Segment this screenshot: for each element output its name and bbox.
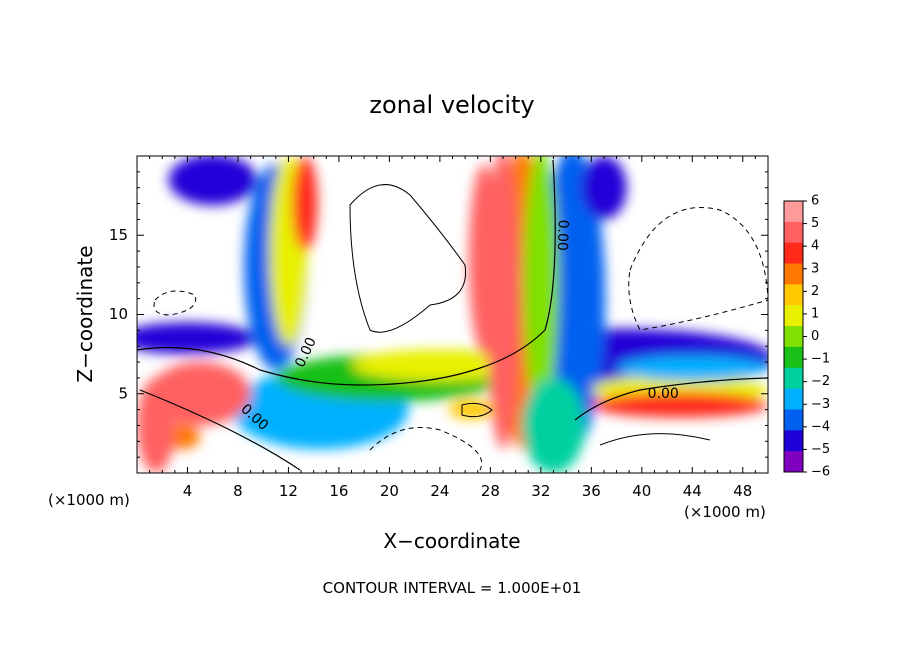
contour-zero-right <box>574 377 768 421</box>
colorbar-label: 6 <box>811 194 819 209</box>
contour-zero-bottom-right <box>599 433 711 446</box>
velocity-region-20 <box>468 163 500 355</box>
x-tick-label: 4 <box>183 482 193 500</box>
colorbar-segment <box>784 346 803 369</box>
velocity-field <box>137 156 768 473</box>
x-tick-label: 28 <box>481 482 500 500</box>
contour-lines <box>137 159 768 471</box>
contour-label-3: 0.00 <box>648 386 679 402</box>
contour-zero-bottom-dashed <box>369 427 482 471</box>
y-axis-label: Z−coordinate <box>73 245 97 382</box>
velocity-region-7 <box>351 349 529 382</box>
colorbar-segment <box>784 221 803 244</box>
y-tick-label: 15 <box>109 226 128 244</box>
velocity-region-12 <box>521 377 586 473</box>
colorbar-label: −2 <box>811 374 830 389</box>
colorbar-label: −4 <box>811 419 830 434</box>
contour-zero-main <box>137 159 556 386</box>
x-unit-left: (×1000 m) <box>48 491 130 509</box>
colorbar-segment <box>784 326 803 348</box>
x-tick-label: 16 <box>329 482 348 500</box>
colorbar-label: 2 <box>811 284 819 299</box>
x-tick-label: 12 <box>279 482 298 500</box>
x-tick-label: 24 <box>430 482 449 500</box>
colorbar-label: −3 <box>811 397 830 412</box>
x-tick-label: 20 <box>380 482 399 500</box>
colorbar-label: −5 <box>811 442 830 457</box>
x-axis-label: X−coordinate <box>383 529 520 553</box>
x-tick-label: 44 <box>683 482 702 500</box>
colorbar-segment <box>784 451 803 473</box>
velocity-region-15 <box>149 362 251 426</box>
x-tick-label: 48 <box>733 482 752 500</box>
colorbar-segment <box>784 201 803 223</box>
colorbar-segment <box>784 284 803 306</box>
colorbar-segment <box>784 242 803 265</box>
colorbar-segment <box>784 430 803 452</box>
contour-zero-left <box>139 389 301 471</box>
x-tick-label: 36 <box>582 482 601 500</box>
velocity-region-22 <box>616 355 768 382</box>
colorbar-segment <box>784 409 803 431</box>
velocity-region-14 <box>591 392 768 418</box>
velocity-region-19 <box>292 156 318 252</box>
colorbar-label: 0 <box>811 329 819 344</box>
colorbar-segment <box>784 263 803 285</box>
x-tick-label: 32 <box>531 482 550 500</box>
plot-area: 0.000.000.000.00 4 8 12 16 20 24 28 32 36 40 44 48 … <box>109 155 769 500</box>
velocity-region-21 <box>581 156 627 220</box>
colorbar-segment <box>784 367 803 390</box>
colorbar-label: 1 <box>811 306 819 321</box>
y-tick-label: 5 <box>118 384 128 402</box>
colorbar-segment <box>784 305 803 327</box>
velocity-region-11 <box>523 156 559 418</box>
contour-label-0: 0.00 <box>554 219 571 251</box>
colorbar-label: −1 <box>811 352 830 367</box>
velocity-region-2 <box>137 322 257 355</box>
colorbar: 6 5 4 3 2 1 0 −1 −2 −3 −4 −5 −6 <box>783 194 830 480</box>
colorbar-label: 5 <box>811 216 819 231</box>
contour-zero-upper <box>349 184 467 333</box>
contour-zero-left-dashed <box>153 290 197 316</box>
velocity-region-3 <box>168 156 257 206</box>
chart-title: zonal velocity <box>369 91 534 119</box>
x-tick-label: 40 <box>632 482 651 500</box>
colorbar-label: −6 <box>811 465 830 480</box>
colorbar-label: 3 <box>811 261 819 276</box>
contour-zero-right-dashed <box>628 207 768 331</box>
x-tick-label: 8 <box>233 482 243 500</box>
x-axis-ticks: 4 8 12 16 20 24 28 32 36 40 44 48 <box>149 156 756 500</box>
colorbar-segment <box>784 388 803 410</box>
contour-zero-small <box>461 402 493 418</box>
y-tick-label: 10 <box>109 305 128 323</box>
plot-background <box>137 156 768 473</box>
x-unit-right: (×1000 m) <box>684 503 766 521</box>
contour-interval-note: CONTOUR INTERVAL = 1.000E+01 <box>323 579 582 597</box>
y-axis-ticks: 5 10 15 <box>109 171 768 458</box>
velocity-region-17 <box>137 377 175 473</box>
colorbar-label: 4 <box>811 239 819 254</box>
